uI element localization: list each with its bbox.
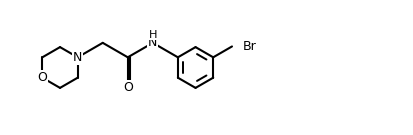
Text: H: H: [149, 30, 157, 40]
Text: N: N: [73, 51, 82, 64]
Text: O: O: [123, 81, 133, 94]
Text: Br: Br: [242, 40, 256, 53]
Text: O: O: [38, 71, 47, 84]
Text: N: N: [148, 36, 157, 49]
